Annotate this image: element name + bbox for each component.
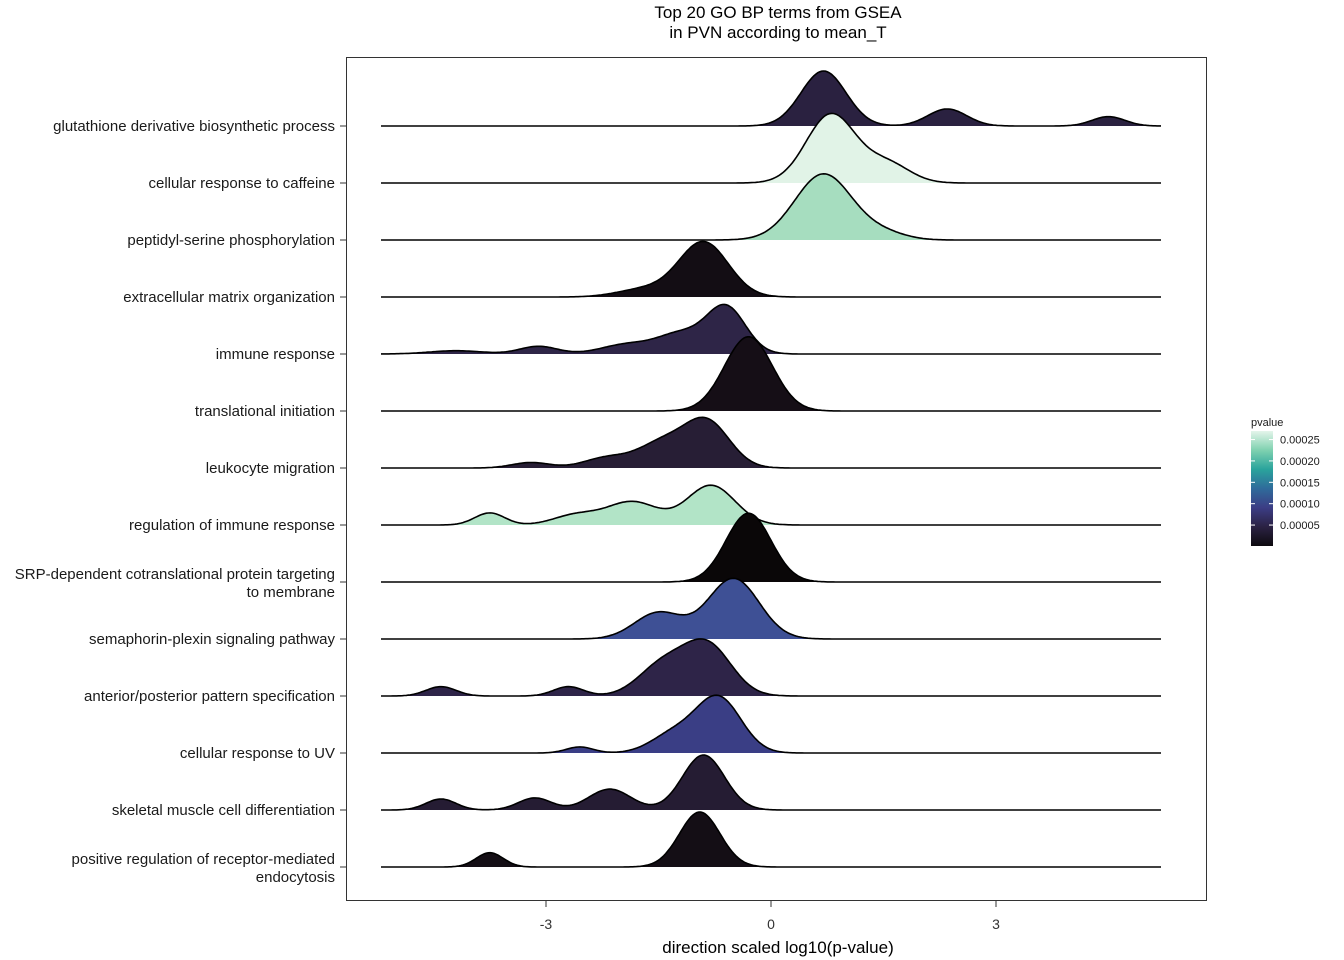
y-tick-label-12: cellular response to caffeine	[148, 175, 335, 192]
ridge-area-6	[381, 485, 1161, 525]
x-tick-label-0: -3	[540, 916, 553, 932]
ridge-8	[381, 336, 1161, 412]
ridge-line-9	[381, 303, 1161, 355]
legend-tick-label-3: 0.00020	[1280, 456, 1320, 468]
y-tick-label-3: anterior/posterior pattern specification	[84, 688, 335, 705]
y-tick-label-4: semaphorin-plexin signaling pathway	[89, 631, 335, 648]
ridges-layer	[381, 70, 1161, 868]
ridge-area-2	[381, 695, 1161, 753]
ridge-line-2	[381, 694, 1161, 754]
y-axis-labels: glutathione derivative biosynthetic proc…	[15, 118, 346, 886]
ridge-line-13	[381, 70, 1161, 127]
y-tick-label-11: peptidyl-serine phosphorylation	[127, 232, 335, 249]
ridge-line-0	[381, 811, 1161, 868]
ridge-9	[381, 303, 1161, 355]
ridge-area-7	[381, 417, 1161, 468]
y-tick-label-5: SRP-dependent cotranslational protein ta…	[15, 566, 335, 601]
x-tick-label-2: 3	[992, 916, 1000, 932]
ridge-line-6	[381, 484, 1161, 526]
ridge-area-3	[381, 638, 1161, 696]
x-axis-label: direction scaled log10(p-value)	[662, 938, 894, 957]
y-tick-label-7: leukocyte migration	[206, 460, 335, 477]
ridge-line-7	[381, 416, 1161, 469]
ridge-1	[381, 754, 1161, 811]
ridge-line-4	[381, 577, 1161, 640]
legend-tick-label-0: 0.00005	[1280, 520, 1320, 532]
ridge-7	[381, 416, 1161, 469]
ridge-2	[381, 694, 1161, 754]
ridge-line-3	[381, 638, 1161, 697]
panel-border	[346, 57, 1207, 901]
chart-title-line-2: in PVN according to mean_T	[669, 23, 886, 42]
legend-tick-label-2: 0.00015	[1280, 477, 1320, 489]
ridge-line-10	[381, 240, 1161, 298]
ridge-line-12	[381, 112, 1161, 184]
color-legend: pvalue 0.00005 0.00010 0.00015 0.00020 0.000…	[1251, 417, 1320, 546]
ridge-area-0	[381, 812, 1161, 867]
ridge-11	[381, 172, 1161, 241]
chart-title-line-1: Top 20 GO BP terms from GSEA	[654, 3, 902, 22]
ridge-area-5	[381, 513, 1161, 582]
ridge-area-4	[381, 578, 1161, 639]
ridge-area-1	[381, 755, 1161, 810]
ridge-0	[381, 811, 1161, 868]
y-tick-label-9: immune response	[216, 346, 335, 363]
ridge-3	[381, 638, 1161, 697]
ridge-10	[381, 240, 1161, 298]
y-tick-label-0: positive regulation of receptor-mediated…	[72, 851, 335, 886]
y-tick-label-8: translational initiation	[195, 403, 335, 420]
y-tick-label-10: extracellular matrix organization	[123, 289, 335, 306]
ridge-5	[381, 512, 1161, 583]
legend-tick-label-1: 0.00010	[1280, 499, 1320, 511]
y-tick-label-2: cellular response to UV	[180, 745, 335, 762]
ridge-line-1	[381, 754, 1161, 811]
ridge-area-9	[381, 304, 1161, 354]
legend-title: pvalue	[1251, 417, 1283, 429]
ridge-6	[381, 484, 1161, 526]
ridge-13	[381, 70, 1161, 127]
ridge-line-5	[381, 512, 1161, 583]
legend-tick-label-4: 0.00025	[1280, 435, 1320, 447]
ridge-line-11	[381, 172, 1161, 241]
ridge-line-8	[381, 336, 1161, 412]
y-tick-label-1: skeletal muscle cell differentiation	[112, 802, 335, 819]
legend-colorbar	[1251, 431, 1273, 546]
ridge-area-10	[381, 241, 1161, 297]
ridge-12	[381, 112, 1161, 184]
x-axis: -3 0 3	[540, 901, 1000, 932]
ridge-area-13	[381, 71, 1161, 126]
y-tick-label-13: glutathione derivative biosynthetic proc…	[53, 118, 335, 135]
ridge-4	[381, 577, 1161, 640]
x-tick-label-1: 0	[767, 916, 775, 932]
ridge-area-8	[381, 336, 1161, 411]
y-tick-label-6: regulation of immune response	[129, 517, 335, 534]
